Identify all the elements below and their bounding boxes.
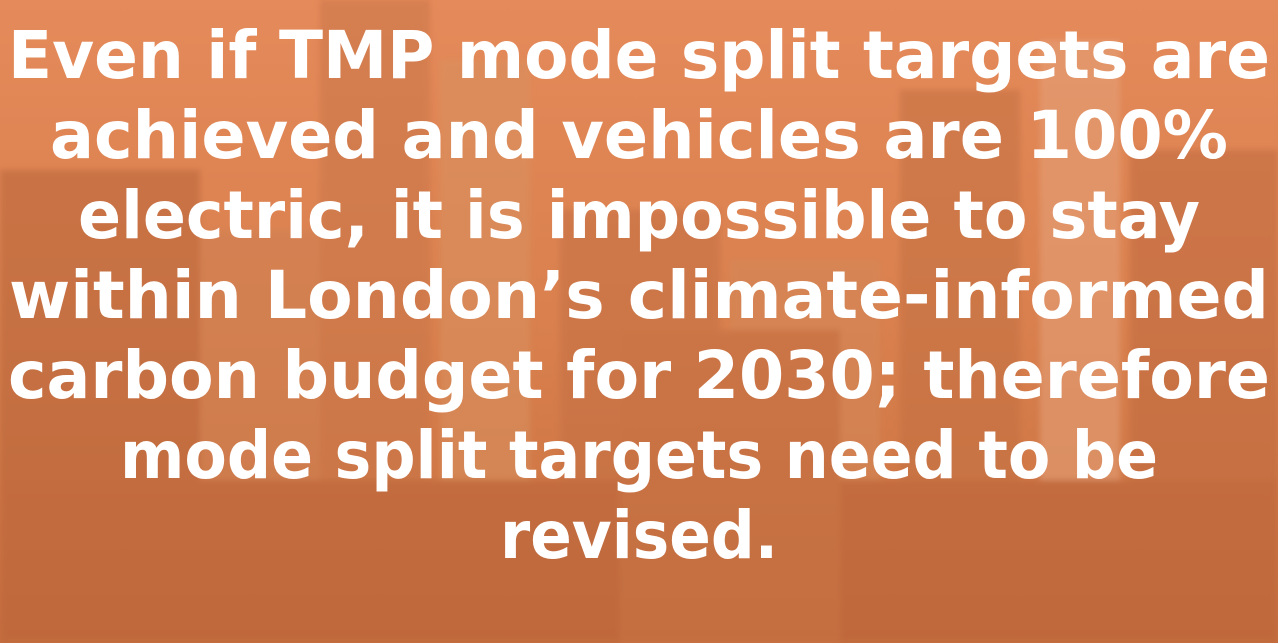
message-line: Even if TMP mode split targets are — [8, 17, 1270, 94]
message-line: carbon budget for 2030; therefore — [8, 337, 1270, 414]
message: Even if TMP mode split targets areachiev… — [8, 17, 1270, 574]
message-line: mode split targets need to be — [120, 417, 1158, 494]
message-line: electric, it is impossible to stay — [78, 177, 1200, 254]
message-line: within London’s climate-informed — [9, 257, 1269, 334]
message-line: revised. — [500, 497, 778, 574]
message-line: achieved and vehicles are 100% — [50, 97, 1228, 174]
